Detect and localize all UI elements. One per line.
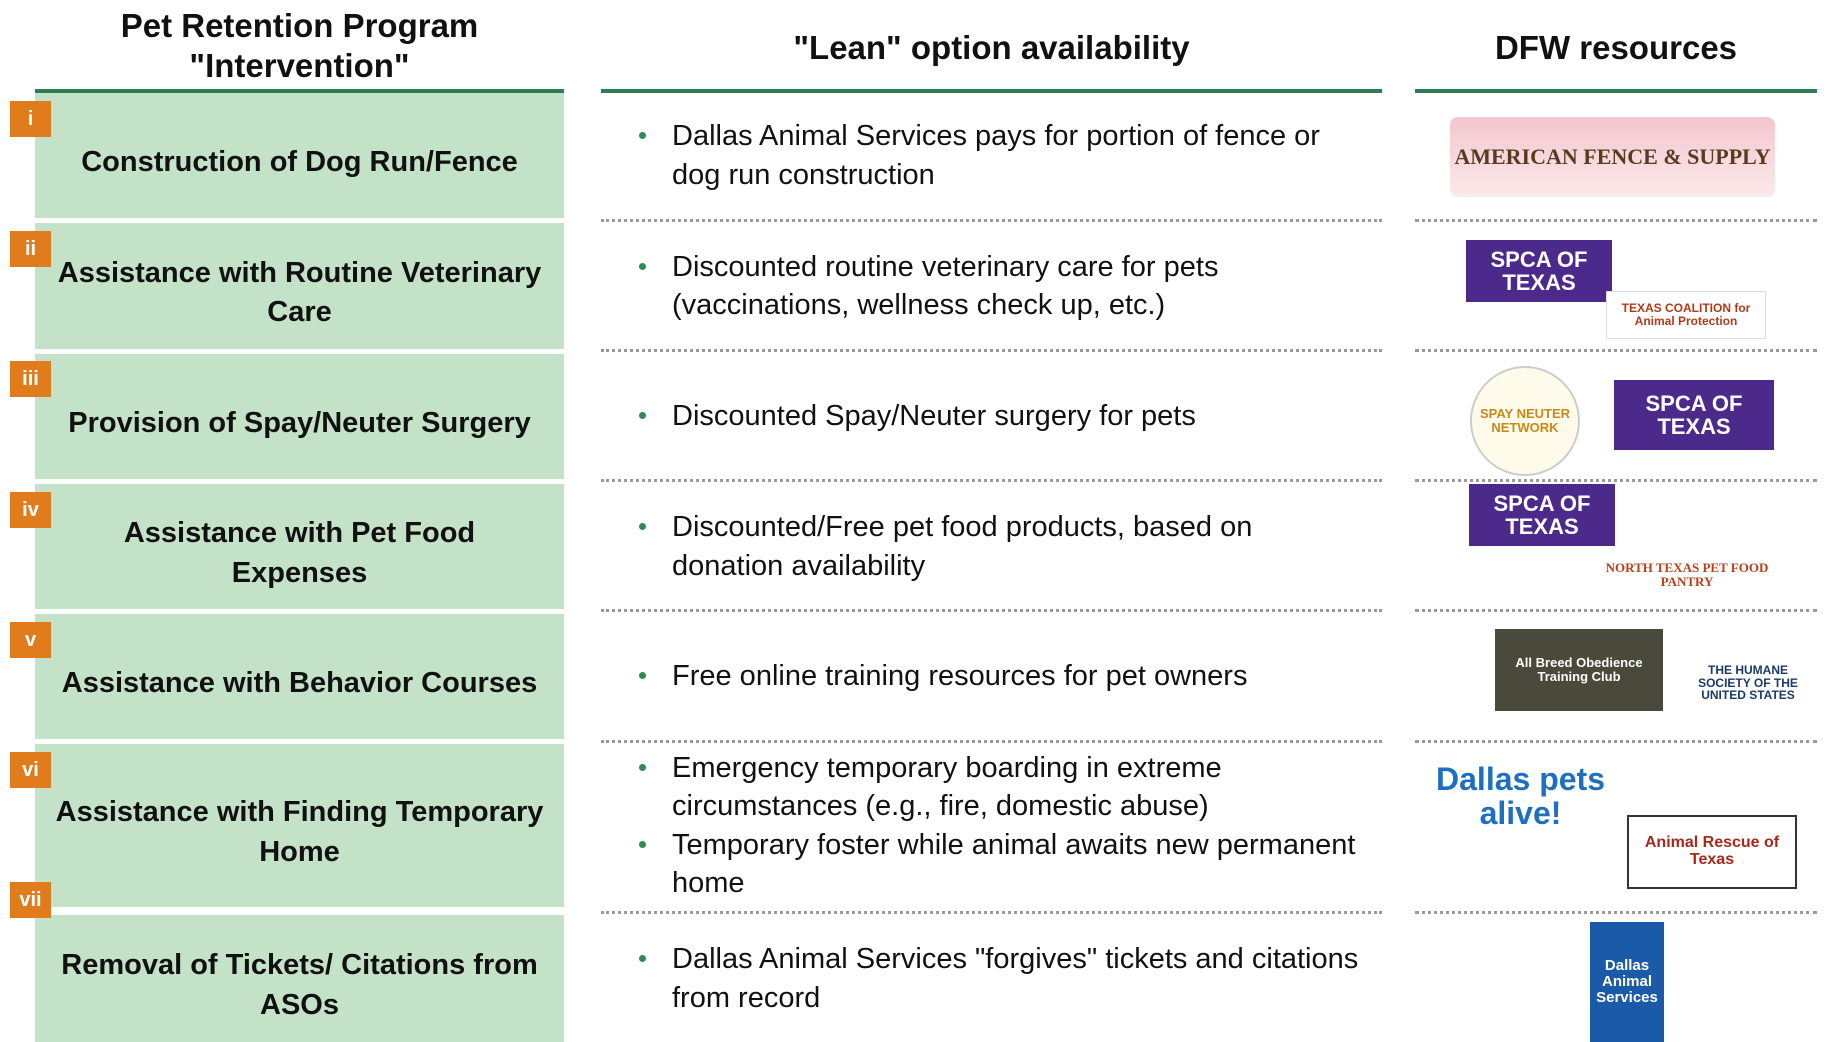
- row-badge: iv: [10, 492, 51, 528]
- bullet-item: Free online training resources for pet o…: [630, 657, 1370, 695]
- row-separator: [601, 219, 1382, 222]
- column-header: DFW resources: [1494, 29, 1738, 67]
- intervention-cell: Assistance with Finding Temporary Home: [35, 744, 564, 907]
- row-separator: [601, 911, 1382, 914]
- row-badge: i: [10, 101, 51, 137]
- bullet-item: Discounted Spay/Neuter surgery for pets: [630, 397, 1370, 435]
- resource-logo: SPCA OF TEXAS: [1466, 240, 1612, 302]
- bullet-dot: [639, 955, 646, 963]
- bullet-cell: Discounted Spay/Neuter surgery for pets: [630, 354, 1370, 479]
- row-badge: ii: [10, 231, 51, 267]
- row-badge: vii: [10, 882, 51, 918]
- row-separator: [601, 349, 1382, 352]
- bullet-item: Temporary foster while animal awaits new…: [630, 826, 1370, 903]
- bullet-text: Discounted/Free pet food products, based…: [672, 511, 1253, 582]
- header-rule: [601, 89, 1382, 93]
- bullet-dot: [639, 262, 646, 270]
- bullet-item: Dallas Animal Services pays for portion …: [630, 117, 1370, 194]
- resource-logo: SPAY NEUTER NETWORK: [1470, 366, 1580, 476]
- column-header: "Lean" option availability: [793, 29, 1190, 67]
- resource-logo: Animal Rescue of Texas: [1627, 815, 1797, 889]
- resource-logo: SPCA OF TEXAS: [1469, 484, 1615, 546]
- intervention-cell: Assistance with Pet Food Expenses: [35, 484, 564, 609]
- row-badge: iii: [10, 361, 51, 397]
- bullet-text: Emergency temporary boarding in extreme …: [672, 751, 1222, 823]
- resource-logo: All Breed Obedience Training Club: [1495, 629, 1663, 711]
- intervention-cell: Provision of Spay/Neuter Surgery: [35, 354, 564, 479]
- row-separator: [1415, 740, 1817, 743]
- bullet-dot: [639, 412, 646, 420]
- intervention-cell: Assistance with Behavior Courses: [35, 614, 564, 739]
- header-rule: [35, 89, 564, 93]
- bullet-text: Discounted Spay/Neuter surgery for pets: [672, 400, 1196, 433]
- row-separator: [601, 609, 1382, 612]
- bullet-dot: [639, 672, 646, 680]
- column-header: Pet Retention Program "Intervention": [120, 7, 479, 84]
- intervention-cell: Removal of Tickets/ Citations from ASOs: [35, 915, 564, 1042]
- bullet-item: Discounted/Free pet food products, based…: [630, 508, 1370, 585]
- row-separator: [1415, 219, 1817, 222]
- bullet-cell: Dallas Animal Services "forgives" ticket…: [630, 915, 1370, 1042]
- row-separator: [601, 740, 1382, 743]
- row-separator: [1415, 609, 1817, 612]
- row-separator: [1415, 349, 1817, 352]
- bullet-dot: [639, 523, 646, 531]
- intervention-cell: Construction of Dog Run/Fence: [35, 93, 564, 218]
- bullet-item: Emergency temporary boarding in extreme …: [630, 749, 1370, 826]
- bullet-cell: Free online training resources for pet o…: [630, 614, 1370, 739]
- row-separator: [1415, 911, 1817, 914]
- bullet-cell: Discounted/Free pet food products, based…: [630, 484, 1370, 609]
- bullet-dot: [639, 840, 646, 848]
- intervention-cell: Assistance with Routine Veterinary Care: [35, 223, 564, 349]
- row-separator: [601, 479, 1382, 482]
- bullet-text: Dallas Animal Services pays for portion …: [672, 120, 1320, 191]
- bullet-item: Discounted routine veterinary care for p…: [630, 248, 1370, 325]
- header-rule: [1415, 89, 1817, 93]
- bullet-cell: Emergency temporary boarding in extreme …: [630, 744, 1370, 907]
- bullet-text: Discounted routine veterinary care for p…: [672, 250, 1219, 321]
- resource-logo: SPCA OF TEXAS: [1614, 380, 1774, 450]
- bullet-item: Dallas Animal Services "forgives" ticket…: [630, 940, 1370, 1017]
- row-badge: vi: [10, 752, 51, 788]
- resource-logo: TEXAS COALITION for Animal Protection: [1606, 291, 1766, 339]
- bullet-dot: [639, 132, 646, 140]
- resource-logo: AMERICAN FENCE & SUPPLY: [1450, 117, 1775, 197]
- resource-logo: NORTH TEXAS PET FOOD PANTRY: [1592, 548, 1782, 602]
- bullet-cell: Dallas Animal Services pays for portion …: [630, 93, 1370, 218]
- resource-logo: Dallas pets alive!: [1418, 762, 1623, 832]
- resource-logo: THE HUMANE SOCIETY OF THE UNITED STATES: [1686, 627, 1810, 739]
- bullet-text: Temporary foster while animal awaits new…: [672, 828, 1356, 899]
- bullet-text: Dallas Animal Services "forgives" ticket…: [672, 943, 1359, 1014]
- bullet-dot: [639, 763, 646, 771]
- row-badge: v: [10, 622, 51, 658]
- resource-logo: Dallas Animal Services: [1590, 922, 1664, 1042]
- row-separator: [1415, 479, 1817, 482]
- bullet-cell: Discounted routine veterinary care for p…: [630, 223, 1370, 349]
- bullet-text: Free online training resources for pet o…: [672, 660, 1248, 693]
